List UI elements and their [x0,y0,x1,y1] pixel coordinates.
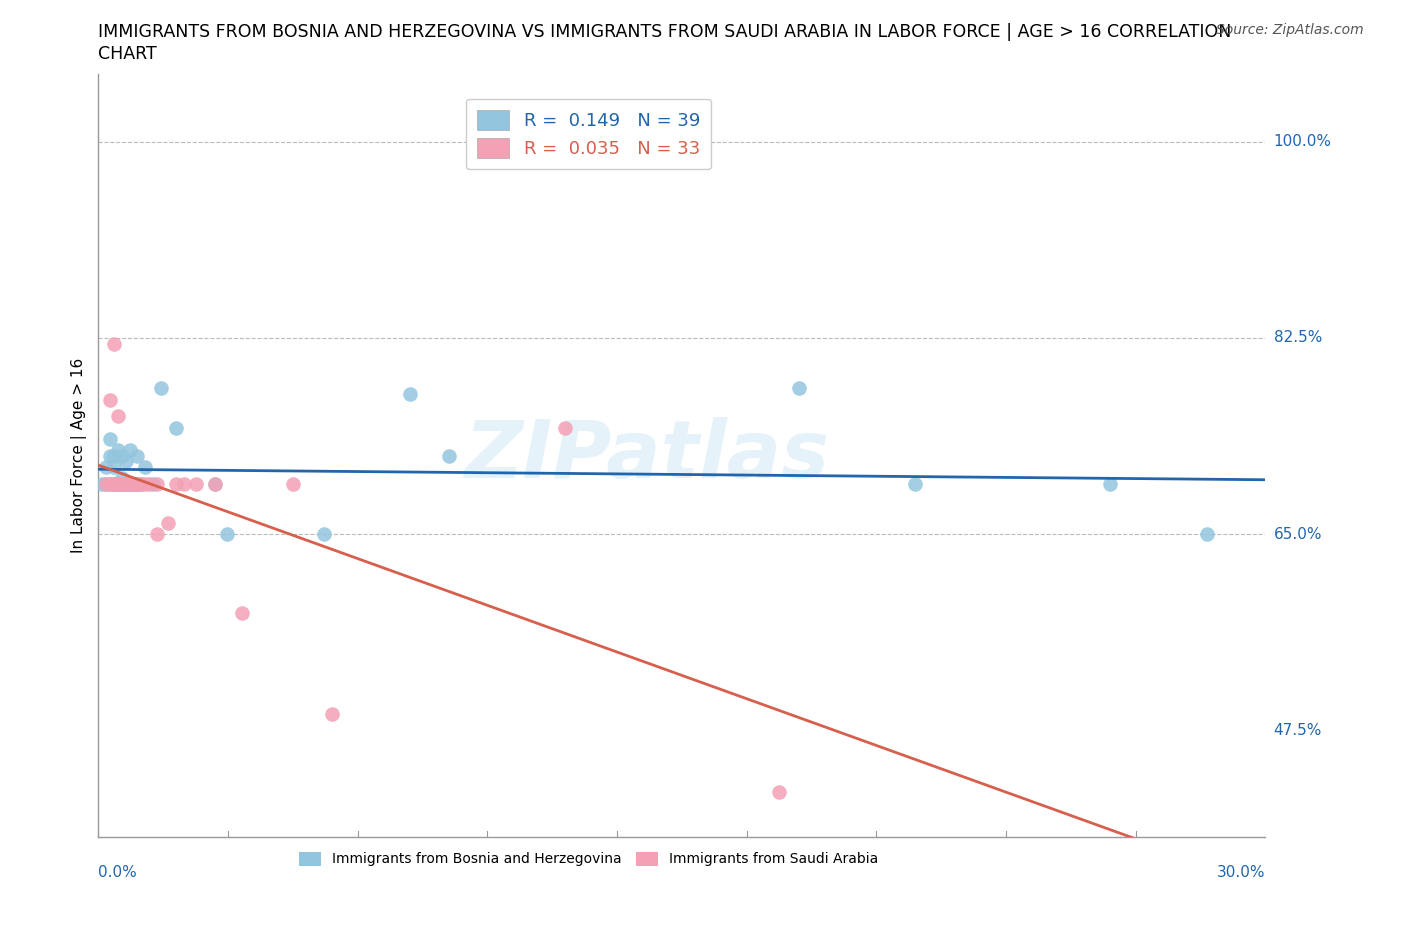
Point [173,476,195,491]
Point [98,476,121,491]
Point [114,476,136,491]
Point [103,476,125,491]
Point [149,381,172,396]
Point [127,476,149,491]
Point [114,476,136,491]
Point [312,526,335,541]
Text: IMMIGRANTS FROM BOSNIA AND HERZEGOVINA VS IMMIGRANTS FROM SAUDI ARABIA IN LABOR : IMMIGRANTS FROM BOSNIA AND HERZEGOVINA V… [98,23,1232,41]
Point [96,476,118,491]
Point [127,476,149,491]
Point [118,443,141,458]
Point [204,476,226,491]
Point [165,476,187,491]
Point [114,476,136,491]
Text: 0.0%: 0.0% [98,865,138,880]
Point [98,476,121,491]
Point [204,476,226,491]
Point [215,526,238,541]
Text: 65.0%: 65.0% [1274,526,1322,541]
Point [91,476,114,491]
Point [146,526,169,541]
Point [98,432,121,446]
Point [138,476,160,491]
Point [398,387,420,402]
Point [281,476,304,491]
Point [111,476,134,491]
Point [98,448,121,463]
Point [96,476,118,491]
Point [768,785,790,800]
Point [134,476,156,491]
Point [107,476,129,491]
Point [107,476,129,491]
Point [1098,476,1121,491]
Point [103,448,125,463]
Point [103,459,125,474]
Point [118,476,141,491]
Text: CHART: CHART [98,45,157,62]
Point [118,476,141,491]
Point [437,448,460,463]
Point [114,476,136,491]
Text: ZIPatlas: ZIPatlas [464,417,830,495]
Point [103,476,125,491]
Point [122,476,145,491]
Text: Source: ZipAtlas.com: Source: ZipAtlas.com [1216,23,1364,37]
Point [1195,526,1218,541]
Text: 47.5%: 47.5% [1274,723,1322,738]
Y-axis label: In Labor Force | Age > 16: In Labor Force | Age > 16 [72,358,87,553]
Point [146,476,169,491]
Point [111,476,134,491]
Point [321,706,343,721]
Point [184,476,207,491]
Text: 100.0%: 100.0% [1274,134,1331,149]
Point [111,476,134,491]
Point [98,392,121,407]
Point [129,476,152,491]
Point [103,336,125,351]
Text: 82.5%: 82.5% [1274,330,1322,345]
Point [118,476,141,491]
Legend: Immigrants from Bosnia and Herzegovina, Immigrants from Saudi Arabia: Immigrants from Bosnia and Herzegovina, … [294,846,884,872]
Point [127,448,149,463]
Point [122,476,145,491]
Point [111,448,134,463]
Point [107,476,129,491]
Point [122,476,145,491]
Point [111,471,134,485]
Point [554,420,576,435]
Point [96,459,118,474]
Point [142,476,165,491]
Point [231,605,253,620]
Point [103,476,125,491]
Point [107,409,129,424]
Point [157,515,180,530]
Point [107,476,129,491]
Text: 30.0%: 30.0% [1218,865,1265,880]
Point [118,476,141,491]
Point [787,381,810,396]
Point [107,443,129,458]
Point [127,476,149,491]
Point [129,476,152,491]
Point [904,476,927,491]
Point [134,459,156,474]
Point [165,420,187,435]
Point [114,454,136,469]
